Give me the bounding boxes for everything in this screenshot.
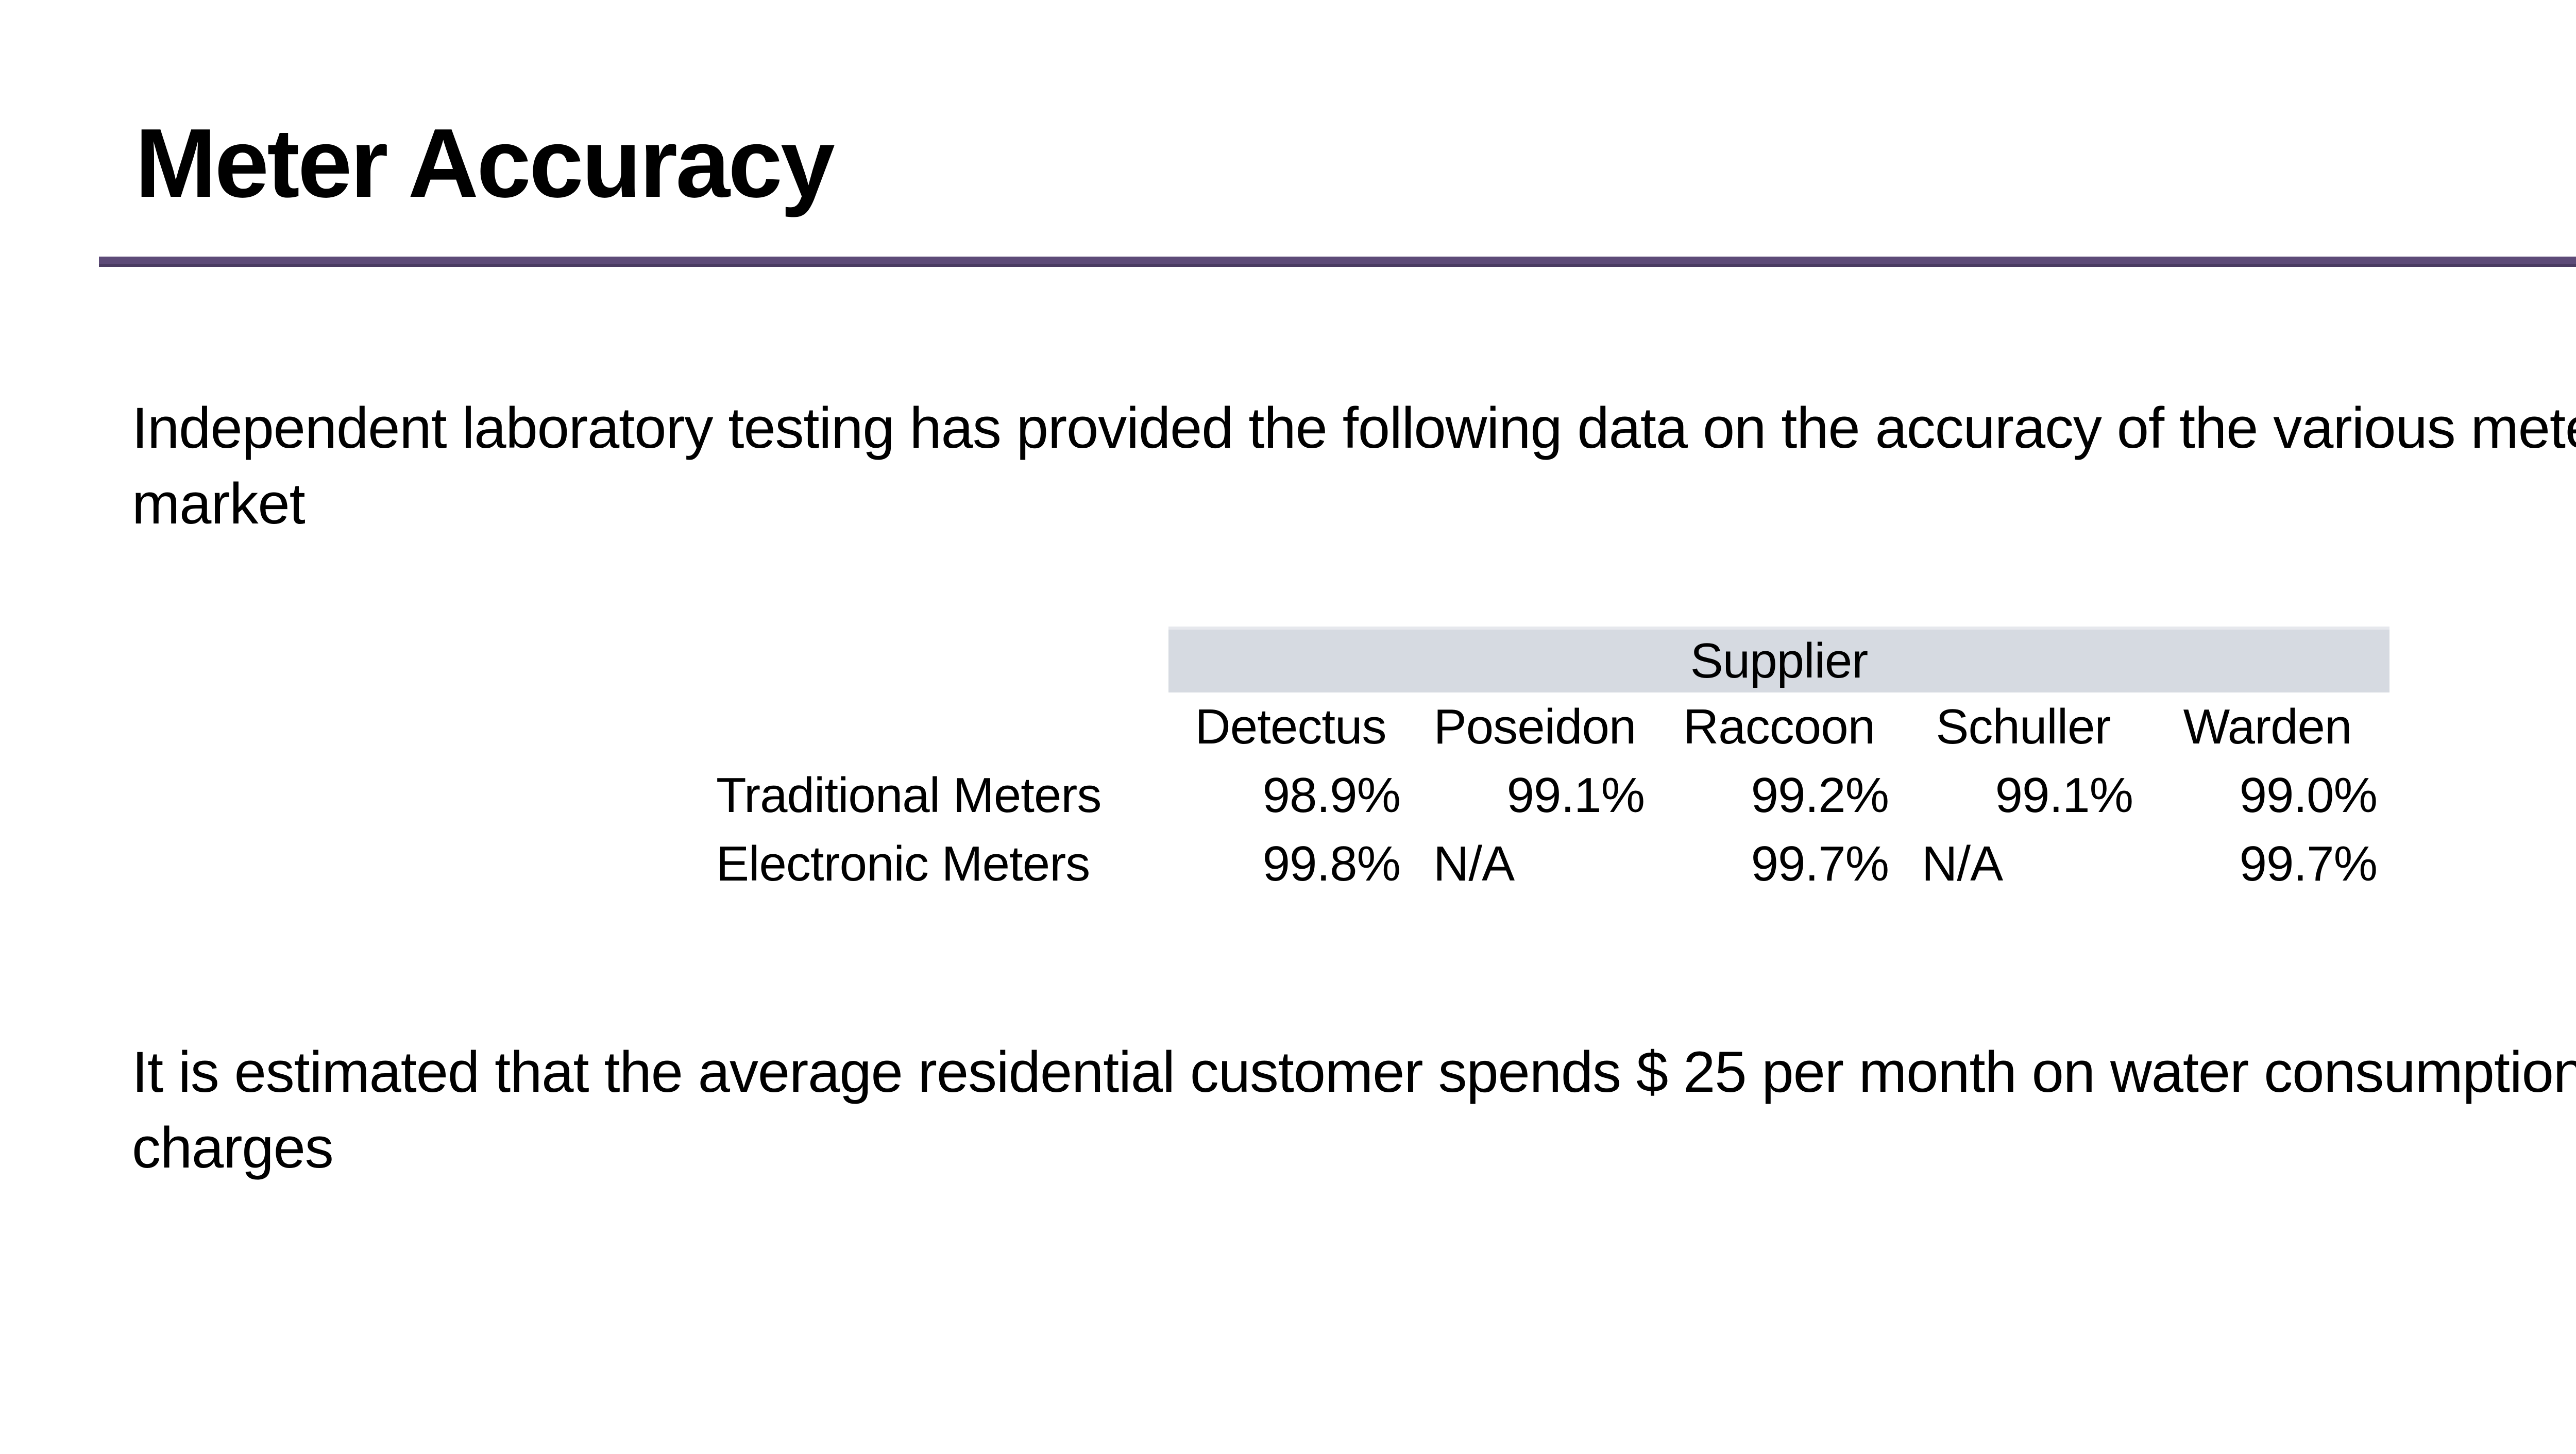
text-line: It is estimated that the average residen…	[132, 1040, 2576, 1104]
value-cell: 99.1%	[1995, 767, 2133, 823]
column-header: Detectus	[1195, 699, 1386, 754]
column-header: Schuller	[1936, 699, 2111, 754]
value-cell: 99.1%	[1506, 767, 1645, 823]
value-cell: 99.7%	[1751, 836, 1889, 891]
table-spacer-cell	[712, 627, 1168, 692]
row-label: Electronic Meters	[716, 836, 1090, 891]
value-cell: 99.7%	[2239, 836, 2378, 891]
estimate-paragraph: It is estimated that the average residen…	[132, 1034, 2576, 1186]
meters-accuracy-table: Supplier Detectus Poseidon Raccoon Schul…	[712, 627, 2389, 898]
supplier-banner: Supplier	[1168, 627, 2389, 692]
text-line: charges	[132, 1115, 334, 1180]
intro-paragraph: Independent laboratory testing has provi…	[132, 390, 2576, 542]
text-line: Independent laboratory testing has provi…	[132, 396, 2576, 460]
column-header: Warden	[2183, 699, 2352, 754]
slide-title: Meter Accuracy	[135, 109, 835, 218]
text-line: market	[132, 471, 306, 536]
value-cell: 98.9%	[1262, 767, 1401, 823]
value-cell: 99.0%	[2239, 767, 2378, 823]
table-spacer-cell	[712, 692, 1168, 761]
row-label: Traditional Meters	[716, 767, 1101, 823]
column-header: Raccoon	[1683, 699, 1875, 754]
value-cell: 99.8%	[1262, 836, 1401, 891]
value-cell: N/A	[1433, 836, 1515, 891]
title-accent-rule	[99, 257, 2576, 267]
value-cell: N/A	[1922, 836, 2003, 891]
column-header: Poseidon	[1433, 699, 1637, 754]
value-cell: 99.2%	[1751, 767, 1889, 823]
